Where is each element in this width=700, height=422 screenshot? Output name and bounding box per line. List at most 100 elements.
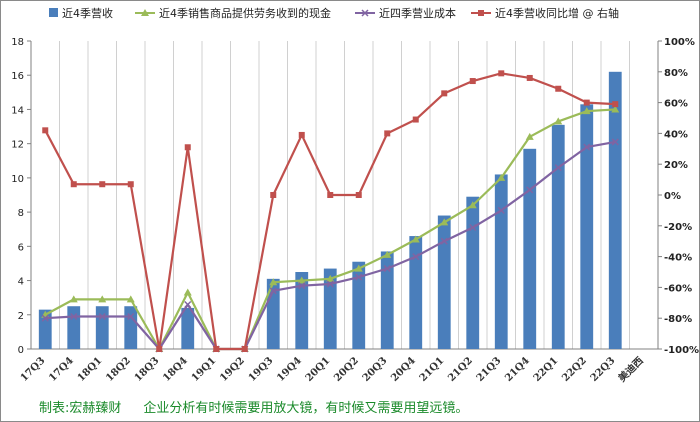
- y-tick-label: 2: [18, 311, 24, 322]
- legend-label: 近4季销售商品提供劳务收到的现金: [159, 6, 331, 20]
- line-point: [354, 264, 363, 272]
- line-point: [269, 287, 277, 295]
- y2-tick-label: 40%: [664, 129, 688, 140]
- line-point: [525, 132, 534, 140]
- footer-caption: 制表:宏赫臻财 企业分析有时候需要用放大镜，有时候又需要用望远镜。: [39, 397, 468, 416]
- line-point: [70, 181, 77, 188]
- bar: [580, 104, 594, 349]
- x-tick-label: 20Q2: [332, 355, 361, 384]
- line-point: [526, 74, 533, 81]
- line-point: [554, 117, 563, 125]
- y2-tick-label: -20%: [664, 222, 692, 233]
- x-tick-label: 19Q4: [275, 355, 304, 384]
- x-tick-label: 19Q1: [190, 355, 219, 384]
- line-point: [440, 218, 449, 226]
- line-point: [411, 235, 420, 243]
- y-tick-label: 8: [18, 208, 24, 219]
- x-tick-label: 20Q4: [389, 355, 418, 384]
- bar: [494, 174, 508, 349]
- line-point: [526, 186, 534, 194]
- bar: [124, 306, 138, 349]
- y2-tick-label: -80%: [664, 314, 692, 325]
- x-tick-label: 21Q1: [418, 355, 447, 384]
- footer-slogan: 企业分析有时候需要用放大镜，有时候又需要用望远镜。: [143, 401, 469, 416]
- y-tick-label: 10: [11, 174, 24, 185]
- x-tick-label: 22Q1: [532, 355, 561, 384]
- line-point: [583, 143, 591, 151]
- line-point: [326, 280, 334, 288]
- legend-marker: [361, 9, 369, 17]
- bar: [95, 306, 109, 349]
- line-point: [126, 295, 135, 303]
- line-point: [498, 70, 505, 77]
- bar: [409, 236, 423, 349]
- y2-tick-label: 0%: [664, 191, 681, 202]
- line-point: [241, 346, 248, 352]
- x-tick-label: 18Q1: [76, 355, 105, 384]
- y-tick-label: 14: [11, 105, 24, 116]
- line-point: [183, 288, 192, 296]
- y2-tick-label: -100%: [664, 345, 699, 356]
- line-point: [468, 201, 477, 209]
- line-point: [184, 144, 191, 151]
- x-tick-label: 美迪西: [615, 354, 645, 384]
- bar: [38, 309, 52, 349]
- y2-tick-label: 60%: [664, 99, 688, 110]
- x-tick-label: 20Q1: [304, 355, 333, 384]
- y2-tick-label: 20%: [664, 160, 688, 171]
- bar: [380, 251, 394, 349]
- line-point: [184, 300, 192, 309]
- line-point: [42, 127, 49, 134]
- line-point: [469, 78, 476, 85]
- line-point: [611, 138, 619, 146]
- y-tick-label: 18: [11, 37, 24, 48]
- x-tick-label: 20Q3: [361, 355, 390, 384]
- y2-tick-label: -40%: [664, 253, 692, 264]
- line-point: [554, 164, 562, 172]
- x-tick-label: 21Q2: [446, 355, 475, 384]
- x-tick-label: 18Q3: [133, 355, 162, 384]
- line-point: [99, 181, 106, 188]
- x-tick-label: 19Q2: [218, 355, 247, 384]
- bar: [352, 261, 366, 349]
- line-point: [612, 101, 619, 108]
- bar: [67, 306, 81, 349]
- legend-label: 近四季营业成本: [379, 6, 456, 20]
- legend-label: 近4季营收: [62, 6, 113, 20]
- x-tick-label: 21Q4: [503, 355, 532, 384]
- y-tick-label: 0: [18, 345, 24, 356]
- line-point: [355, 273, 363, 281]
- line-point: [384, 130, 391, 137]
- x-tick-label: 18Q2: [104, 355, 133, 384]
- line-point: [497, 206, 505, 214]
- x-tick-label: 17Q4: [47, 355, 76, 384]
- line-point: [269, 278, 278, 286]
- line-point: [440, 237, 448, 245]
- line-point: [98, 312, 106, 321]
- line-point: [383, 250, 392, 258]
- line-point: [69, 295, 78, 303]
- line-point: [156, 346, 163, 352]
- y-tick-label: 16: [11, 71, 24, 82]
- line-point: [497, 173, 506, 181]
- x-tick-label: 18Q4: [161, 355, 190, 384]
- bar: [323, 268, 337, 349]
- legend-marker: [478, 10, 484, 16]
- bar: [608, 71, 622, 350]
- x-tick-label: 19Q3: [247, 355, 276, 384]
- line-point: [41, 314, 49, 322]
- x-tick-label: 17Q3: [19, 355, 48, 384]
- legend-label: 近4季营收同比增 @ 右轴: [495, 6, 619, 20]
- line-point: [441, 90, 448, 97]
- footer-source: 制表:宏赫臻财: [39, 401, 122, 416]
- y-tick-label: 6: [18, 242, 24, 253]
- line-point: [127, 181, 134, 188]
- line-point: [298, 131, 305, 138]
- line-point: [583, 99, 590, 106]
- line-point: [127, 312, 135, 321]
- x-tick-label: 22Q2: [560, 355, 589, 384]
- x-tick-label: 21Q3: [475, 355, 504, 384]
- bar: [181, 307, 195, 349]
